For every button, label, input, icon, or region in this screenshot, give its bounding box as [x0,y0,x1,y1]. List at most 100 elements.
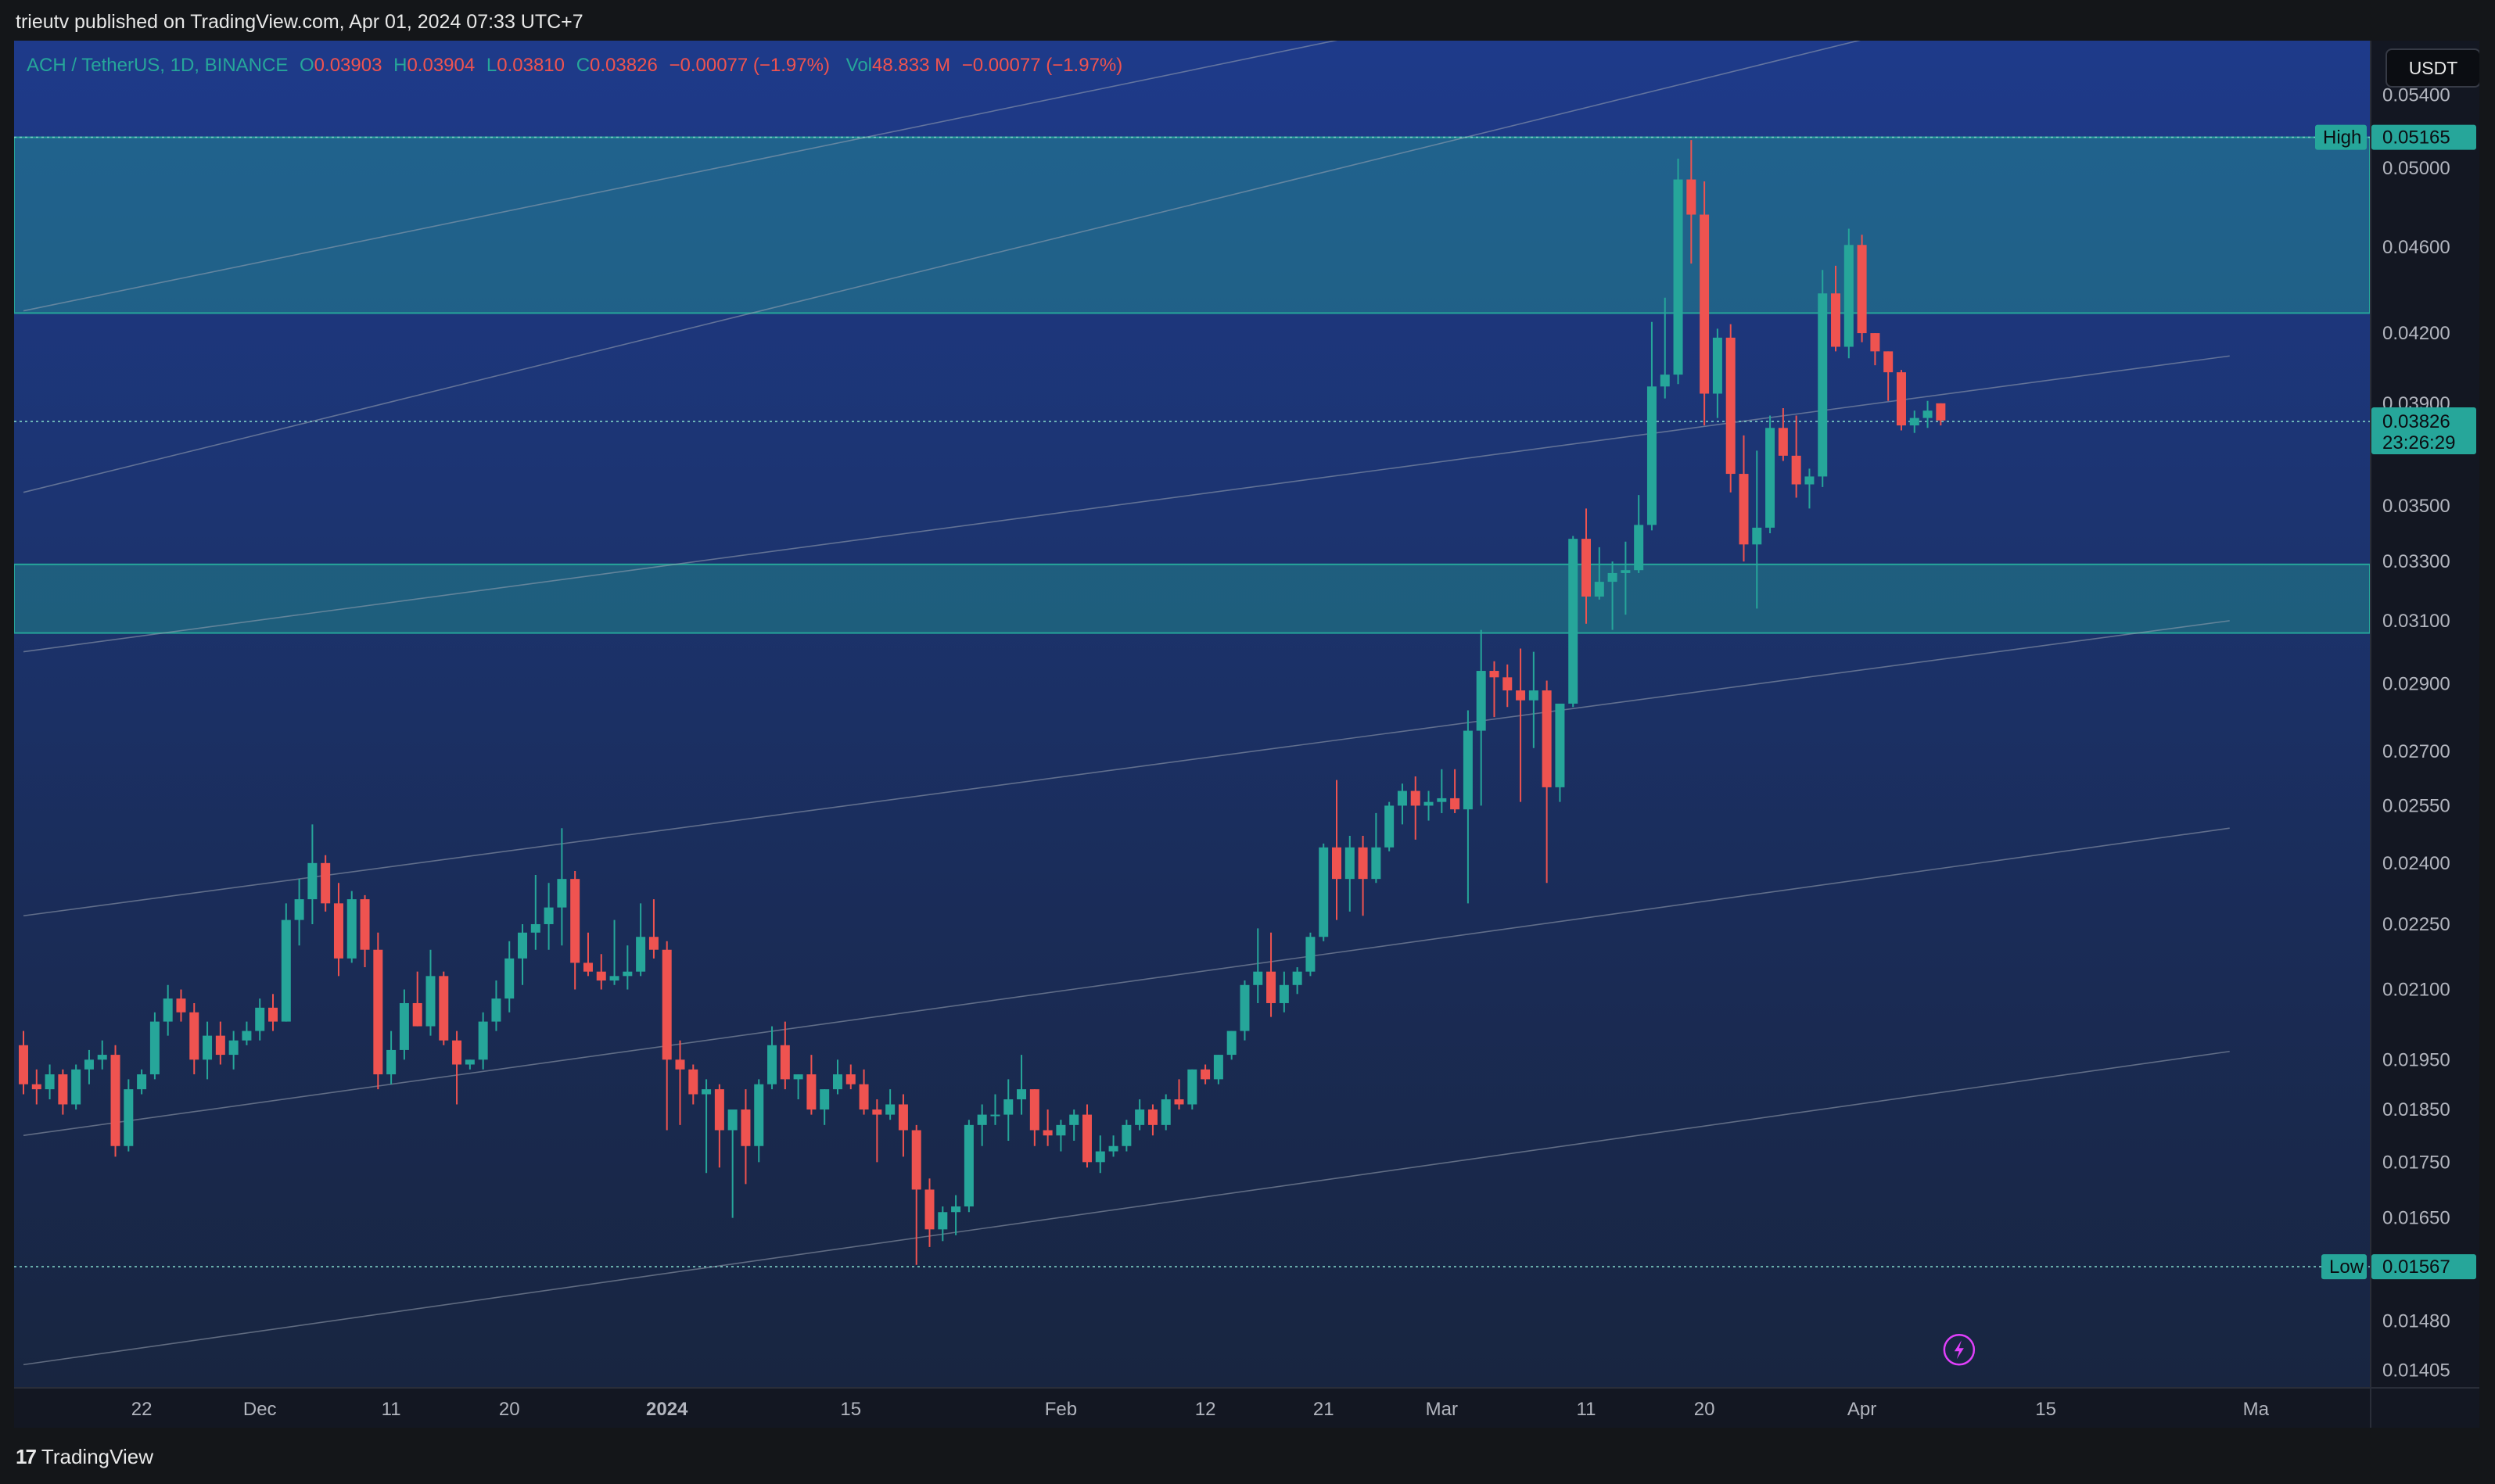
legend-open-label: O [300,55,314,76]
candle-down [596,971,606,981]
time-tick-label: Mar [1426,1399,1458,1420]
candle-up [1240,984,1250,1031]
candle-up [820,1089,830,1110]
candle-up [45,1074,55,1090]
candle-down [215,1035,225,1056]
currency-button[interactable]: USDT [2386,48,2479,88]
candle-up [386,1049,397,1075]
candle-up [1752,527,1762,545]
candle-down [1358,847,1368,880]
tradingview-brand: TradingView [41,1445,153,1468]
candle-up [1108,1145,1118,1152]
time-tick-label: Ma [2243,1399,2270,1420]
price-axis[interactable]: USDT 0.05400 0.05000 0.04600 0.04200 0.03900… [2370,41,2479,1387]
zone-box [14,136,2370,314]
price-tick-label: 0.04200 [2382,323,2450,344]
time-tick-label: 2024 [646,1399,688,1420]
time-axis[interactable]: 22 Dec 11 20 2024 15 Feb 12 21 Mar 11 20 Apr 15 Ma [14,1387,2370,1428]
price-tick-label: 0.02100 [2382,980,2450,1001]
candle-up [1843,245,1854,347]
candle-up [1305,937,1316,972]
candle-down [1883,351,1894,373]
candle-up [149,1021,160,1075]
candle-down [268,1007,278,1022]
legend-close-value: 0.03826 [590,55,658,76]
candle-down [648,937,659,950]
candle-up [1371,847,1381,880]
candle-up [951,1206,961,1213]
candle-down [1147,1109,1158,1125]
legend-low-label: L [486,55,497,76]
candle-down [1581,539,1592,597]
candle-down [439,976,449,1041]
candlestick-chart[interactable]: High Low [14,41,2370,1387]
candle-up [491,998,501,1022]
candle-up [832,1074,842,1090]
price-tick-label: 0.02900 [2382,674,2450,695]
chart-frame: High Low ACH / TetherUS, 1D, BINANCE O0.0… [14,41,2479,1428]
price-tick-label: 0.02250 [2382,914,2450,935]
price-tick-label: 0.03500 [2382,496,2450,517]
last-price-tag: 0.03826 [2382,411,2450,432]
candle-up [1463,730,1473,810]
price-tick-label: 0.01650 [2382,1208,2450,1229]
legend-high-value: 0.03904 [407,55,476,76]
tradingview-logo[interactable]: 17 TradingView [16,1445,153,1469]
candle-up [1607,572,1617,582]
candle-up [1594,582,1604,597]
time-tick-label: 20 [1694,1399,1715,1420]
candle-up [1423,801,1434,806]
candle-up [557,879,567,908]
candle-up [137,1074,147,1090]
candle-up [504,958,515,999]
candle-up [1292,971,1302,985]
candle-up [609,976,619,981]
candle-up [1095,1151,1105,1163]
price-tick-label: 0.03100 [2382,611,2450,632]
candle-up [1804,476,1815,485]
candle-down [1831,293,1841,347]
candle-up [544,907,554,924]
candle-down [1410,790,1420,806]
candle-up [1069,1114,1079,1125]
candle-down [1936,403,1946,421]
channel-line [23,1050,2230,1366]
candle-up [425,976,436,1027]
candle-down [360,899,370,950]
candle-up [1568,539,1578,704]
last-price-tag-box [2371,407,2476,455]
candle-up [1056,1124,1066,1136]
publisher-caption: trieutv published on TradingView.com, Ap… [16,11,583,33]
plot-area[interactable]: High Low ACH / TetherUS, 1D, BINANCE O0.0… [14,41,2370,1387]
candle-down [19,1045,28,1084]
candle-up [1528,690,1538,701]
time-tick-label: 11 [382,1399,401,1420]
candle-up [1161,1099,1171,1125]
time-tick-label: 20 [499,1399,520,1420]
candle-up [399,1002,409,1050]
high-label: High [2323,127,2361,149]
lightning-icon [1954,1340,1964,1360]
candle-up [1712,337,1722,394]
candle-down [58,1074,68,1105]
candle-up [754,1084,764,1146]
candle-up [1213,1055,1223,1080]
high-label-box [2315,124,2367,150]
axis-corner [2370,1387,2479,1428]
price-tick-label: 0.02700 [2382,741,2450,762]
time-tick-label: 12 [1195,1399,1216,1420]
price-tick-label: 0.05000 [2382,158,2450,179]
candle-down [1896,372,1906,426]
legend-open-value: 0.03903 [314,55,382,76]
legend-symbol[interactable]: ACH / TetherUS, 1D, BINANCE [27,55,289,76]
candle-down [806,1074,817,1110]
candle-up [518,932,528,959]
time-tick-label: 11 [1577,1399,1596,1420]
time-tick-label: 15 [2035,1399,2056,1420]
candle-down [688,1069,698,1095]
channel-line [23,41,1338,312]
price-tick-label: 0.01950 [2382,1049,2450,1070]
candle-down [31,1084,41,1090]
candle-down [714,1089,724,1131]
candle-down [859,1084,869,1110]
